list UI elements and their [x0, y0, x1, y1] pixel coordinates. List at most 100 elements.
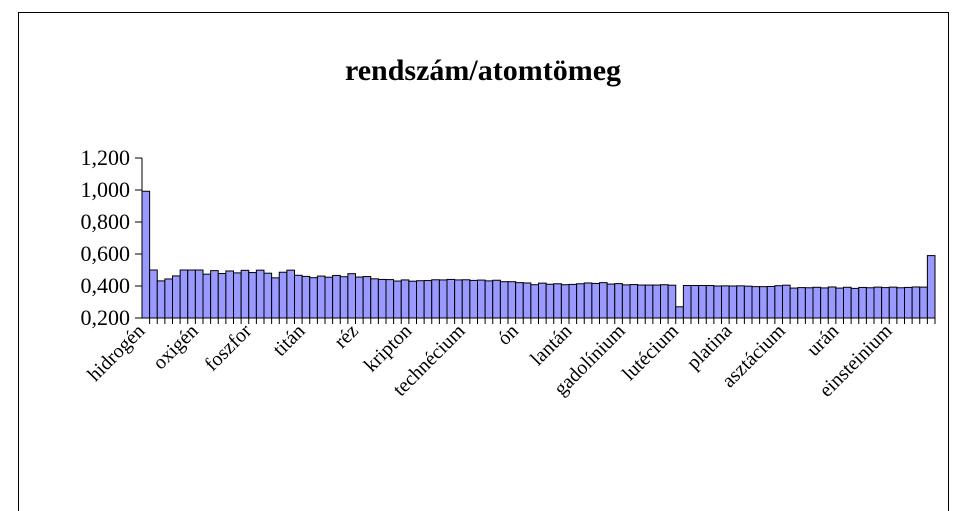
bar — [515, 282, 524, 319]
bar — [499, 281, 509, 319]
bar — [286, 269, 295, 319]
bar — [339, 276, 349, 319]
bar — [172, 275, 181, 319]
bar — [560, 284, 570, 319]
bar — [736, 285, 745, 319]
bar — [332, 274, 341, 319]
bar — [477, 279, 486, 319]
bar — [667, 284, 677, 319]
bar — [156, 280, 166, 319]
bar — [629, 284, 639, 319]
bar — [759, 286, 768, 319]
bar — [713, 285, 722, 319]
bar — [263, 272, 273, 319]
bar — [644, 284, 654, 319]
bar — [271, 277, 280, 319]
bar — [797, 287, 806, 319]
bar — [553, 283, 562, 319]
bar — [149, 269, 158, 319]
bar — [888, 286, 898, 319]
bar — [919, 286, 928, 319]
bar — [179, 269, 189, 319]
bar — [774, 285, 783, 319]
bar — [881, 287, 890, 319]
bar — [599, 282, 608, 319]
bar — [911, 286, 921, 319]
bar — [545, 283, 555, 319]
bar — [583, 282, 593, 319]
bar — [416, 280, 425, 319]
bar — [812, 286, 822, 319]
bar — [294, 274, 303, 319]
bar — [728, 285, 738, 319]
bar — [324, 276, 334, 319]
bar — [820, 287, 829, 319]
bar — [278, 271, 288, 319]
bar — [637, 284, 646, 319]
bar — [370, 278, 379, 319]
bar — [621, 284, 631, 319]
bar — [469, 279, 478, 319]
bar — [896, 287, 905, 319]
bar — [522, 282, 532, 319]
bar — [355, 276, 364, 319]
y-tick-label: 0,800 — [81, 209, 131, 234]
bar — [225, 270, 234, 319]
y-tick-label: 0,600 — [81, 241, 131, 266]
bar — [675, 306, 684, 319]
bar — [492, 279, 501, 319]
bar — [538, 282, 547, 319]
bar — [202, 273, 212, 319]
bar — [789, 287, 799, 319]
bar — [843, 286, 852, 319]
bar — [377, 278, 387, 319]
bar — [766, 285, 776, 319]
bar — [751, 286, 761, 319]
y-tick-label: 0,400 — [81, 273, 131, 298]
bar — [431, 279, 440, 319]
bar — [454, 279, 463, 319]
bar — [461, 279, 471, 319]
bar — [141, 190, 151, 319]
bar — [568, 283, 578, 319]
bar — [904, 286, 913, 319]
bar — [850, 287, 860, 319]
bar — [423, 280, 433, 319]
bar — [400, 279, 410, 319]
bar — [591, 282, 600, 319]
bar — [362, 276, 372, 319]
bar — [484, 280, 494, 319]
bar — [393, 280, 402, 319]
bar — [804, 287, 814, 319]
bar — [652, 284, 661, 319]
bar — [408, 280, 417, 319]
y-tick-label: 1,000 — [81, 177, 131, 202]
bar — [606, 283, 616, 319]
bar — [347, 273, 356, 319]
chart-border — [18, 12, 949, 511]
bar — [164, 278, 173, 319]
bar — [926, 255, 936, 319]
bar — [507, 281, 517, 319]
bar — [309, 277, 318, 319]
bar — [873, 286, 883, 319]
bar — [438, 279, 448, 319]
bar — [835, 287, 844, 319]
y-tick-label: 0,200 — [81, 305, 131, 330]
bar — [705, 285, 715, 319]
bar — [187, 269, 196, 319]
y-tick-label: 1,200 — [81, 145, 131, 170]
bar — [446, 278, 456, 319]
bar — [721, 285, 730, 319]
bar — [827, 286, 837, 319]
bar — [682, 285, 692, 319]
bar — [233, 272, 242, 319]
bar — [743, 285, 753, 319]
bar — [660, 284, 669, 319]
bar — [614, 283, 623, 319]
bar — [194, 269, 204, 319]
bar — [858, 286, 867, 319]
bar — [210, 270, 219, 319]
bar — [698, 285, 707, 319]
